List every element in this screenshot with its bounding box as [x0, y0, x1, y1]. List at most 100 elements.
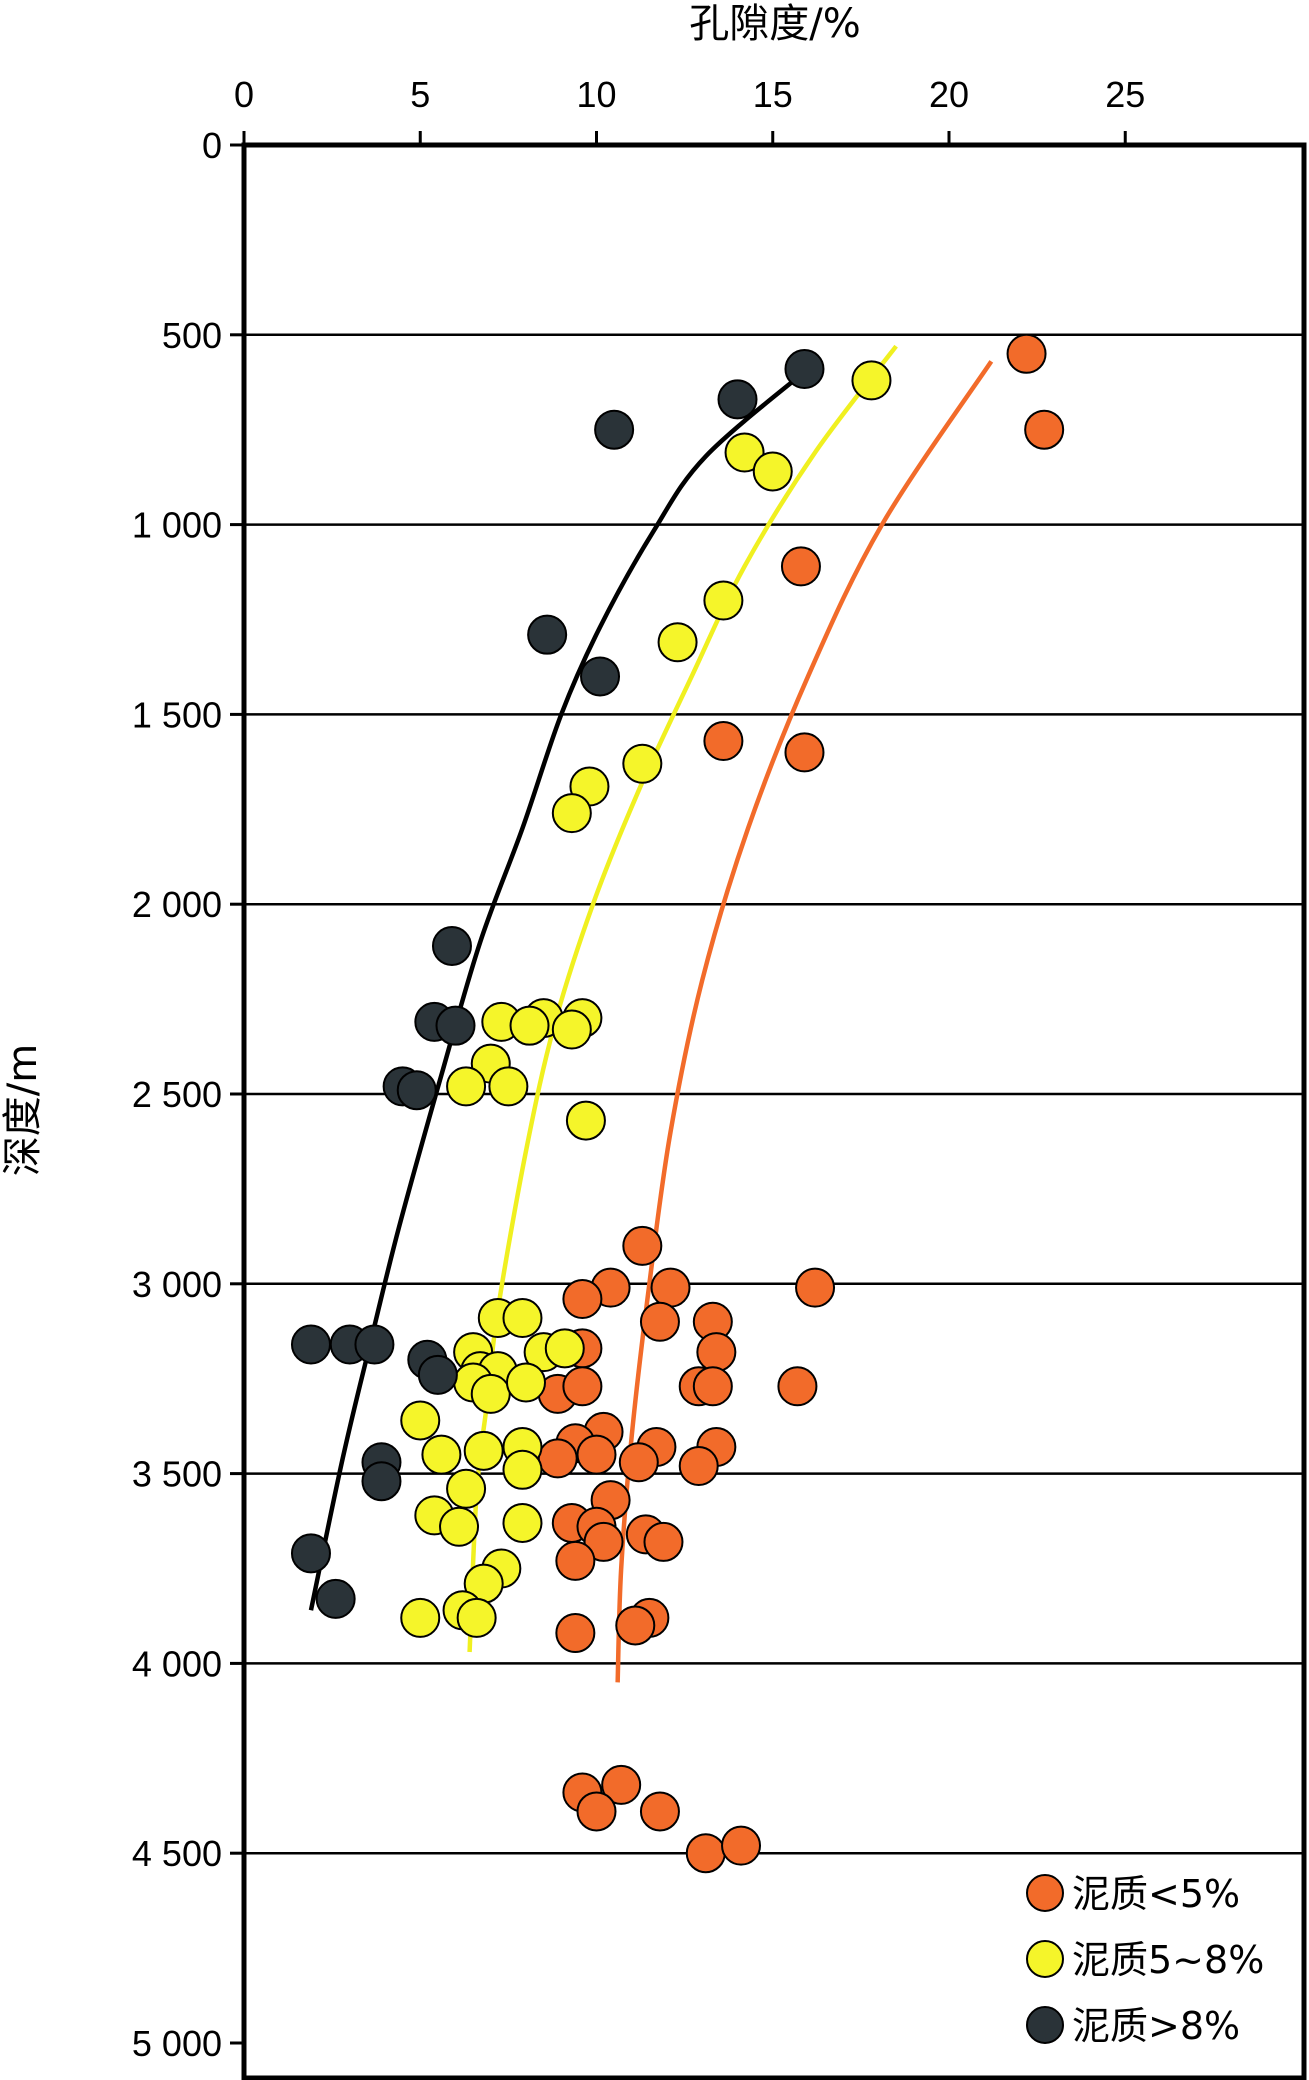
data-point — [784, 348, 825, 389]
data-point — [555, 1540, 596, 1581]
data-point — [527, 614, 568, 655]
data-point — [551, 1009, 592, 1050]
y-tick-label: 2 500 — [132, 1074, 222, 1115]
x-tick-label: 15 — [753, 74, 793, 115]
data-point — [795, 1267, 836, 1308]
data-point — [446, 1066, 487, 1107]
y-tick-label: 5 000 — [132, 2023, 222, 2064]
data-point — [752, 451, 793, 492]
data-point — [657, 622, 698, 663]
data-point — [537, 1438, 578, 1479]
data-point — [576, 1791, 617, 1832]
data-point — [703, 720, 744, 761]
data-point — [601, 1764, 642, 1805]
data-point — [724, 432, 765, 473]
y-tick-label: 500 — [162, 315, 222, 356]
x-tick-label: 5 — [410, 74, 430, 115]
data-point — [400, 1597, 441, 1638]
y-tick-label: 1 000 — [132, 505, 222, 546]
data-point — [506, 1362, 546, 1403]
legend-label: 泥质5~8% — [1072, 1938, 1264, 1982]
data-point — [777, 1366, 818, 1407]
data-point — [703, 580, 744, 621]
y-tick-label: 2 000 — [132, 884, 222, 925]
y-tick-label: 4 000 — [132, 1643, 222, 1684]
data-point — [622, 1225, 663, 1266]
data-point — [502, 1449, 543, 1490]
data-point — [721, 1825, 762, 1866]
data-point — [502, 1502, 543, 1543]
data-point — [421, 1434, 462, 1475]
y-tick-label: 0 — [202, 125, 222, 166]
y-axis-ticks: 0 500 1 000 1 500 2 000 2 500 3 000 3 500 4 000 4… — [132, 125, 244, 2064]
y-tick-label: 4 500 — [132, 1833, 222, 1874]
data-point — [650, 1267, 691, 1308]
legend: 泥质<5% 泥质5~8% 泥质>8% — [1026, 1872, 1264, 2048]
data-point — [583, 1521, 624, 1562]
data-point — [446, 1468, 487, 1509]
data-points — [290, 333, 1065, 1874]
data-point — [544, 1328, 585, 1369]
data-point — [555, 1613, 596, 1654]
legend-marker — [1026, 2006, 1064, 2044]
data-point — [1006, 333, 1047, 374]
data-point — [470, 1373, 511, 1414]
data-point — [354, 1324, 395, 1365]
plot-frame — [241, 142, 1307, 2080]
data-point — [784, 732, 825, 773]
data-point — [562, 1366, 603, 1407]
x-tick-label: 0 — [234, 74, 254, 115]
y-tick-label: 3 000 — [132, 1264, 222, 1305]
data-point — [565, 1100, 606, 1141]
data-point — [396, 1070, 437, 1111]
data-point — [1024, 409, 1065, 450]
data-point — [622, 743, 663, 784]
data-point — [463, 1430, 504, 1471]
data-point — [502, 1297, 543, 1338]
data-point — [456, 1597, 497, 1638]
data-point — [439, 1506, 480, 1547]
data-point — [576, 1434, 617, 1475]
data-point — [509, 1005, 550, 1046]
data-point — [594, 409, 635, 450]
x-tick-label: 25 — [1105, 74, 1145, 115]
data-point — [562, 1278, 603, 1319]
legend-marker — [1026, 1940, 1064, 1978]
data-point — [851, 360, 892, 401]
data-point — [361, 1461, 402, 1502]
data-point — [639, 1301, 680, 1342]
trend-line — [308, 367, 810, 1611]
x-axis-ticks: 0 5 10 15 20 25 — [234, 74, 1145, 145]
data-point — [696, 1332, 737, 1373]
legend-label: 泥质<5% — [1072, 1872, 1240, 1916]
y-tick-label: 3 500 — [132, 1454, 222, 1495]
data-point — [692, 1366, 733, 1407]
data-point — [618, 1442, 659, 1483]
data-point — [488, 1066, 529, 1107]
data-point — [400, 1400, 441, 1441]
legend-marker — [1026, 1874, 1064, 1912]
data-point — [290, 1324, 331, 1365]
trend-lines — [308, 344, 994, 1683]
data-point — [678, 1446, 719, 1487]
legend-label: 泥质>8% — [1072, 2004, 1240, 2048]
data-point — [290, 1533, 331, 1574]
data-point — [435, 1005, 476, 1046]
data-point — [615, 1605, 656, 1646]
data-point — [417, 1354, 458, 1395]
data-point — [685, 1833, 726, 1874]
y-axis-title: 深度/m — [0, 1044, 46, 1176]
data-point — [639, 1791, 680, 1832]
x-tick-label: 20 — [929, 74, 969, 115]
y-tick-label: 1 500 — [132, 694, 222, 735]
data-point — [580, 656, 621, 697]
data-point — [431, 925, 472, 966]
data-point — [643, 1521, 684, 1562]
data-point — [315, 1578, 356, 1619]
data-point — [551, 793, 592, 834]
x-axis-title: 孔隙度/% — [689, 1, 860, 47]
data-point — [780, 546, 821, 587]
data-point — [717, 379, 758, 420]
x-tick-label: 10 — [576, 74, 616, 115]
